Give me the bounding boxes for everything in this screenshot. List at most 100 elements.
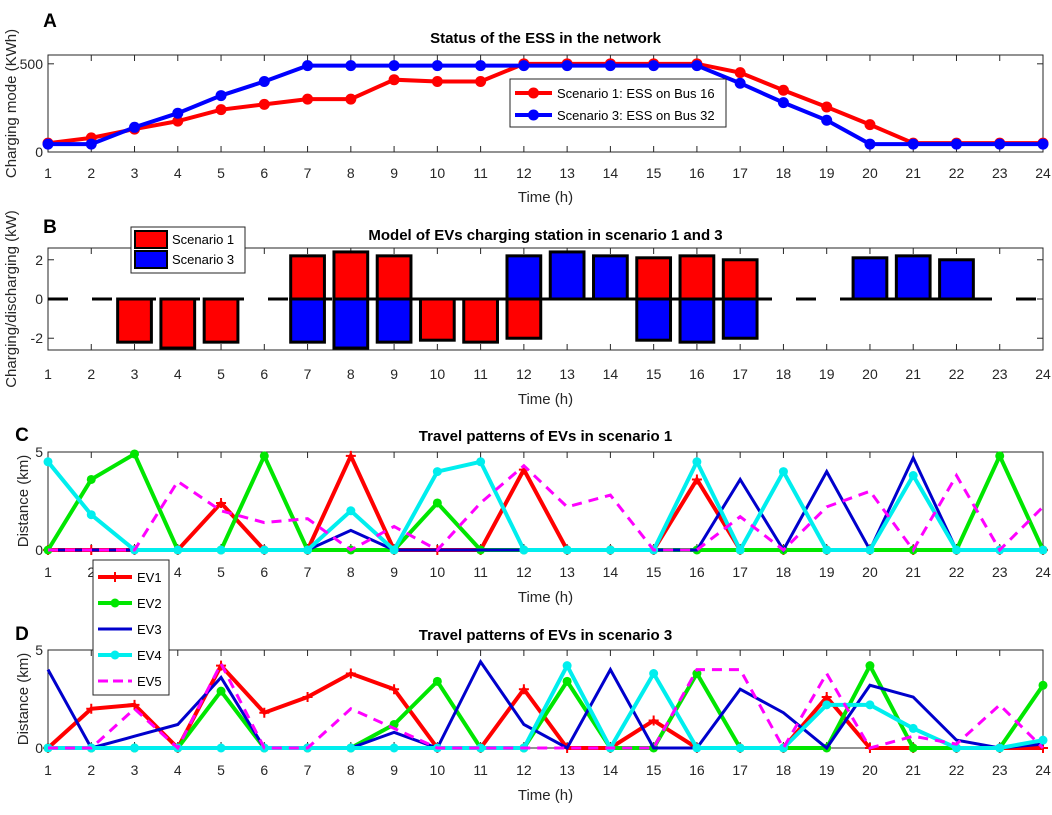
data-point bbox=[215, 104, 227, 116]
data-point bbox=[259, 707, 270, 718]
bar-scenario-1 bbox=[202, 297, 240, 344]
data-point bbox=[129, 121, 141, 133]
x-tick-label: 9 bbox=[390, 564, 398, 580]
data-point bbox=[994, 138, 1006, 150]
bar-scenario-3 bbox=[505, 254, 543, 301]
x-tick-label: 21 bbox=[905, 564, 921, 580]
x-tick-label: 9 bbox=[390, 366, 398, 382]
legend-marker bbox=[528, 87, 539, 99]
legend-label: EV3 bbox=[137, 622, 162, 637]
chart-title: Model of EVs charging station in scenari… bbox=[368, 227, 722, 244]
panel-D: 1 2 3 4 5 6 7 8 9 10 11 12 13 14 15 16 17 18 19 20 21 22 23 240… bbox=[15, 624, 1051, 804]
bar-scenario-3 bbox=[894, 254, 932, 301]
x-tick-label: 17 bbox=[732, 564, 748, 580]
bar-scenario-3 bbox=[332, 297, 370, 350]
x-tick-label: 11 bbox=[473, 564, 488, 580]
bar-scenario-3 bbox=[678, 297, 716, 344]
x-tick-label: 5 bbox=[217, 564, 225, 580]
x-tick-label: 23 bbox=[992, 165, 1008, 181]
legend-label: EV1 bbox=[137, 570, 162, 585]
data-point bbox=[259, 545, 269, 555]
data-point bbox=[605, 545, 615, 555]
series-line-ev2 bbox=[48, 661, 1045, 750]
bar-scenario-1 bbox=[418, 297, 456, 342]
axes-frame bbox=[47, 649, 1044, 749]
panel-letter: D bbox=[15, 624, 29, 645]
x-tick-label: 7 bbox=[304, 564, 312, 580]
x-tick-label: 16 bbox=[689, 165, 705, 181]
bar-scenario-3 bbox=[938, 258, 975, 301]
legend-box bbox=[509, 78, 727, 128]
x-tick-label: 18 bbox=[776, 165, 792, 181]
panel-letter: B bbox=[43, 217, 57, 238]
x-tick-label: 24 bbox=[1035, 564, 1051, 580]
x-tick-label: 8 bbox=[347, 165, 355, 181]
data-point bbox=[864, 138, 876, 150]
x-tick-label: 6 bbox=[260, 165, 268, 181]
x-tick-label: 13 bbox=[559, 165, 575, 181]
x-tick-label: 22 bbox=[949, 366, 965, 382]
data-point bbox=[173, 545, 183, 555]
data-point bbox=[821, 101, 833, 113]
bar-scenario-3 bbox=[375, 297, 413, 344]
x-tick-label: 15 bbox=[646, 564, 662, 580]
x-tick-label: 19 bbox=[819, 564, 835, 580]
y-axis-label: Charging mode (KWh) bbox=[3, 29, 20, 178]
data-point bbox=[777, 97, 789, 109]
series-line-ev4 bbox=[46, 457, 1043, 555]
x-tick-label: 9 bbox=[390, 762, 398, 778]
y-tick-label: 5 bbox=[35, 444, 43, 460]
series-line-ev5 bbox=[48, 463, 1045, 553]
data-point bbox=[562, 545, 572, 555]
data-point bbox=[518, 684, 529, 695]
x-tick-label: 4 bbox=[174, 762, 182, 778]
bar-scenario-1 bbox=[332, 250, 370, 301]
x-tick-label: 7 bbox=[304, 366, 312, 382]
x-tick-label: 12 bbox=[516, 165, 532, 181]
x-tick-label: 6 bbox=[260, 762, 268, 778]
data-point bbox=[821, 114, 833, 126]
x-tick-label: 6 bbox=[260, 564, 268, 580]
legend-marker bbox=[528, 109, 539, 121]
x-tick-label: 20 bbox=[862, 762, 878, 778]
x-tick-label: 2 bbox=[87, 564, 95, 580]
x-tick-label: 5 bbox=[217, 762, 225, 778]
x-tick-label: 24 bbox=[1035, 165, 1051, 181]
legend-label: EV4 bbox=[137, 648, 162, 663]
x-tick-label: 18 bbox=[776, 564, 792, 580]
y-tick-label: 0 bbox=[35, 740, 43, 756]
y-tick-label: 2 bbox=[35, 252, 43, 268]
data-point bbox=[346, 506, 356, 516]
legend-label: Scenario 3 bbox=[172, 252, 234, 267]
bar-scenario-1 bbox=[635, 256, 673, 301]
legend-label: Scenario 1 bbox=[172, 232, 234, 247]
data-point bbox=[216, 497, 227, 508]
legend-label: EV5 bbox=[137, 674, 162, 689]
data-point bbox=[259, 451, 269, 461]
data-point bbox=[302, 692, 313, 703]
data-point bbox=[951, 545, 961, 555]
x-tick-label: 15 bbox=[646, 366, 662, 382]
data-point bbox=[345, 60, 357, 72]
legend-panel-A: Scenario 1: ESS on Bus 16 Scenario 3: ESS… bbox=[509, 78, 727, 128]
x-tick-label: 14 bbox=[603, 762, 619, 778]
x-tick-label: 17 bbox=[732, 165, 748, 181]
data-point bbox=[908, 743, 918, 753]
x-tick-label: 5 bbox=[217, 366, 225, 382]
x-tick-label: 4 bbox=[174, 366, 182, 382]
bar-scenario-3 bbox=[289, 297, 326, 344]
y-axis-label: Distance (km) bbox=[15, 653, 32, 746]
data-point bbox=[691, 474, 702, 485]
legend-label: EV2 bbox=[137, 596, 162, 611]
data-point bbox=[258, 75, 270, 87]
x-tick-label: 10 bbox=[430, 762, 446, 778]
data-point bbox=[777, 84, 789, 96]
data-point bbox=[475, 75, 487, 87]
data-point bbox=[431, 60, 443, 72]
x-tick-label: 3 bbox=[131, 165, 139, 181]
x-tick-label: 10 bbox=[430, 564, 446, 580]
x-tick-label: 13 bbox=[559, 762, 575, 778]
data-point bbox=[691, 60, 703, 72]
x-tick-label: 16 bbox=[689, 366, 705, 382]
chart-title: Travel patterns of EVs in scenario 1 bbox=[419, 428, 672, 445]
